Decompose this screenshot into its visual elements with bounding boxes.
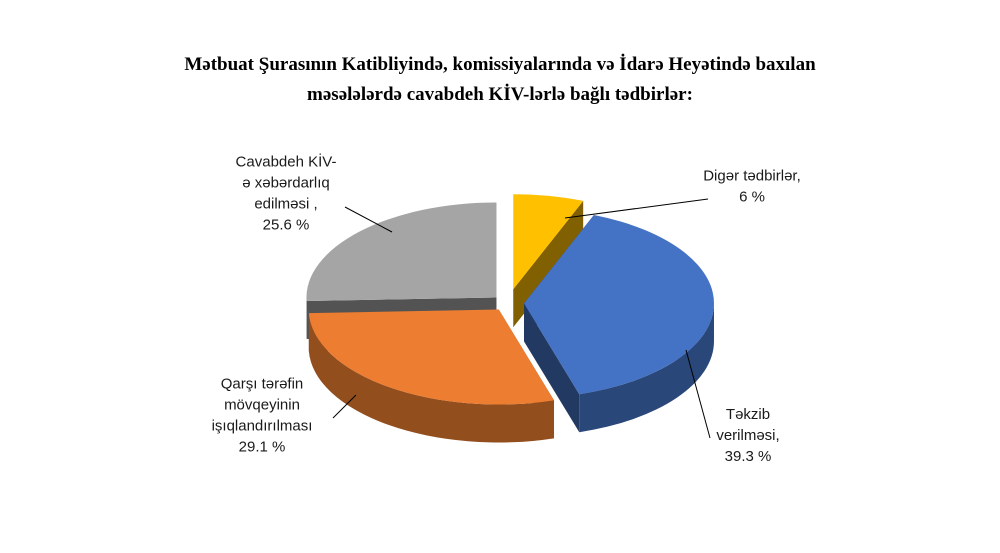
slice-side-qarsi-terefin-movqeyi — [308, 313, 555, 443]
data-label-tekzib-verilmesi-line-2: verilməsi, — [716, 427, 779, 444]
slice-wall-tekzib-verilmesi-end — [523, 303, 580, 433]
data-label-cavabdeh-kiv-xeberdarliq-line-4: 25.6 % — [263, 216, 310, 233]
data-label-cavabdeh-kiv-xeberdarliq-line-1: Cavabdeh KİV- — [236, 152, 337, 170]
data-label-diger-tedbirler-line-2: 6 % — [739, 188, 765, 205]
slice-qarsi-terefin-movqeyi — [308, 309, 555, 405]
data-label-qarsi-terefin-movqeyi-line-2: mövqeyinin — [224, 396, 300, 413]
leader-line-cavabdeh-kiv-xeberdarliq — [344, 206, 393, 233]
data-label-cavabdeh-kiv-xeberdarliq-line-3: edilməsi , — [254, 195, 317, 212]
leader-line-qarsi-terefin-movqeyi — [332, 394, 357, 419]
data-label-qarsi-terefin-movqeyi-line-1: Qarşı tərəfin — [221, 375, 304, 392]
leader-line-tekzib-verilmesi — [685, 349, 711, 439]
chart-title-line-2: məsələlərdə cavabdeh KİV-lərlə bağlı təd… — [307, 84, 693, 105]
chart-title: Mətbuat Şurasının Katibliyində, komissiy… — [0, 50, 1000, 110]
pie-tops — [306, 194, 714, 405]
data-label-qarsi-terefin-movqeyi-line-4: 29.1 % — [239, 438, 286, 455]
slice-cavabdeh-kiv-xeberdarliq — [306, 202, 497, 302]
slice-side-tekzib-verilmesi — [579, 303, 714, 433]
slice-tekzib-verilmesi — [523, 214, 714, 395]
chart-title-line-1: Mətbuat Şurasının Katibliyində, komissiy… — [184, 54, 816, 75]
leader-line-diger-tedbirler — [564, 198, 709, 219]
data-label-tekzib-verilmesi-line-3: 39.3 % — [725, 448, 772, 465]
slice-labels: Digər tədbirlər, 6 % Təkzib verilməsi, 39.3 … — [212, 152, 801, 465]
data-label-diger-tedbirler-line-1: Digər tədbirlər, — [703, 167, 801, 184]
data-label-tekzib-verilmesi-line-1: Təkzib — [726, 406, 770, 423]
data-label-cavabdeh-kiv-xeberdarliq-line-2: ə xəbərdarlıq — [242, 174, 330, 191]
data-label-qarsi-terefin-movqeyi-line-3: işıqlandırılması — [212, 417, 313, 434]
